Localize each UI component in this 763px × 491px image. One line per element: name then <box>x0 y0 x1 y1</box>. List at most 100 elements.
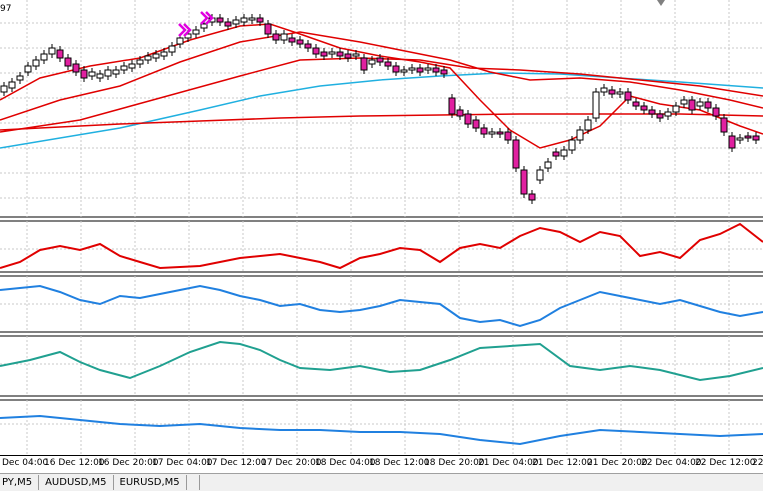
candle-body <box>80 69 88 79</box>
candle-body <box>664 111 672 117</box>
candle-body <box>752 135 760 141</box>
candle-body <box>512 139 520 169</box>
indicator-teal-line <box>0 340 763 382</box>
time-axis-label: 22 Dec 04:00 <box>641 458 702 468</box>
indicator-blue-line-2 <box>0 414 763 446</box>
candle-body <box>672 105 680 113</box>
chart-tab-bar: PY,M5 AUDUSD,M5 EURUSD,M5 <box>0 473 763 491</box>
time-axis-label: 17 Dec 12:00 <box>206 458 267 468</box>
candle-body <box>72 63 80 73</box>
time-axis-label: 21 Dec 20:00 <box>587 458 648 468</box>
candle-body <box>232 19 240 25</box>
candle-body <box>48 47 56 55</box>
candle-body <box>688 99 696 111</box>
candle-body <box>32 59 40 67</box>
candle-body <box>336 51 344 57</box>
candle-body <box>288 37 296 43</box>
candle-body <box>376 57 384 63</box>
candle-body <box>360 57 368 71</box>
time-axis-label: 17 Dec 04:00 <box>152 458 213 468</box>
candle-body <box>192 29 200 35</box>
candle-body <box>544 161 552 169</box>
candle-body <box>408 67 416 71</box>
tab-empty[interactable] <box>187 475 200 490</box>
candle-body <box>608 89 616 95</box>
candle-body <box>560 149 568 157</box>
time-axis: Dec 04:00 16 Dec 12:00 16 Dec 20:00 17 Dec … <box>0 455 763 473</box>
candle-body <box>704 101 712 109</box>
time-axis-label: 22 <box>752 458 763 468</box>
candle-body <box>680 99 688 105</box>
double-chevron-down-arrow-icon <box>178 23 192 37</box>
candle-body <box>88 71 96 77</box>
time-axis-label: 18 Dec 12:00 <box>369 458 430 468</box>
candle-body <box>136 59 144 65</box>
candle-body <box>552 151 560 157</box>
candle-body <box>0 85 8 93</box>
ma-red-fast-line <box>0 23 763 149</box>
candle-body <box>536 169 544 181</box>
candle-body <box>456 109 464 117</box>
chart-area[interactable]: 97 <box>0 0 763 455</box>
indicator-red-line <box>0 222 763 270</box>
candle-body <box>464 113 472 125</box>
time-axis-label: 18 Dec 20:00 <box>424 458 485 468</box>
candle-body <box>416 67 424 73</box>
candle-body <box>400 69 408 73</box>
candle-body <box>296 39 304 45</box>
candle-body <box>448 97 456 115</box>
triangle-marker-icon <box>657 0 665 6</box>
candle-body <box>584 119 592 131</box>
time-axis-label: 22 Dec 12:00 <box>695 458 756 468</box>
candle-body <box>264 23 272 35</box>
candle-body <box>424 67 432 71</box>
time-axis-label: Dec 04:00 <box>2 458 49 468</box>
double-chevron-down-arrow-icon <box>200 11 214 25</box>
candle-body <box>280 33 288 41</box>
candle-body <box>216 17 224 23</box>
candle-body <box>488 131 496 135</box>
time-axis-label: 17 Dec 20:00 <box>261 458 322 468</box>
candle-body <box>696 101 704 107</box>
candle-body <box>64 57 72 67</box>
tab-eurusd-m5[interactable]: EURUSD,M5 <box>114 475 187 490</box>
candle-body <box>520 169 528 195</box>
candle-body <box>472 119 480 129</box>
time-axis-label: 21 Dec 04:00 <box>478 458 539 468</box>
candle-body <box>384 61 392 67</box>
candle-body <box>160 51 168 57</box>
candle-body <box>256 17 264 23</box>
candle-body <box>352 53 360 57</box>
tab-audusd-m5[interactable]: AUDUSD,M5 <box>39 475 114 490</box>
tab-usdjpy-m5[interactable]: PY,M5 <box>0 475 40 490</box>
candle-body <box>496 131 504 135</box>
candle-body <box>576 129 584 141</box>
candle-body <box>344 53 352 59</box>
candle-body <box>200 23 208 29</box>
candle-body <box>56 49 64 59</box>
candle-body <box>568 139 576 151</box>
candle-body <box>440 69 448 75</box>
price-label: 97 <box>0 4 12 14</box>
time-axis-label: 16 Dec 20:00 <box>98 458 159 468</box>
candle-body <box>40 53 48 61</box>
candle-body <box>640 105 648 111</box>
candle-body <box>600 87 608 93</box>
candle-body <box>432 67 440 73</box>
candle-body <box>176 37 184 45</box>
candle-body <box>728 135 736 149</box>
chart-canvas[interactable] <box>0 0 763 455</box>
candle-body <box>504 131 512 141</box>
candle-body <box>528 193 536 201</box>
ma-red-long-line <box>0 113 763 131</box>
candle-body <box>624 91 632 101</box>
candle-body <box>240 17 248 23</box>
candle-body <box>328 51 336 55</box>
candle-body <box>168 45 176 53</box>
candle-body <box>152 53 160 59</box>
candle-body <box>712 107 720 117</box>
candle-body <box>656 113 664 119</box>
candle-body <box>312 47 320 55</box>
candle-body <box>144 55 152 61</box>
candle-body <box>96 73 104 79</box>
